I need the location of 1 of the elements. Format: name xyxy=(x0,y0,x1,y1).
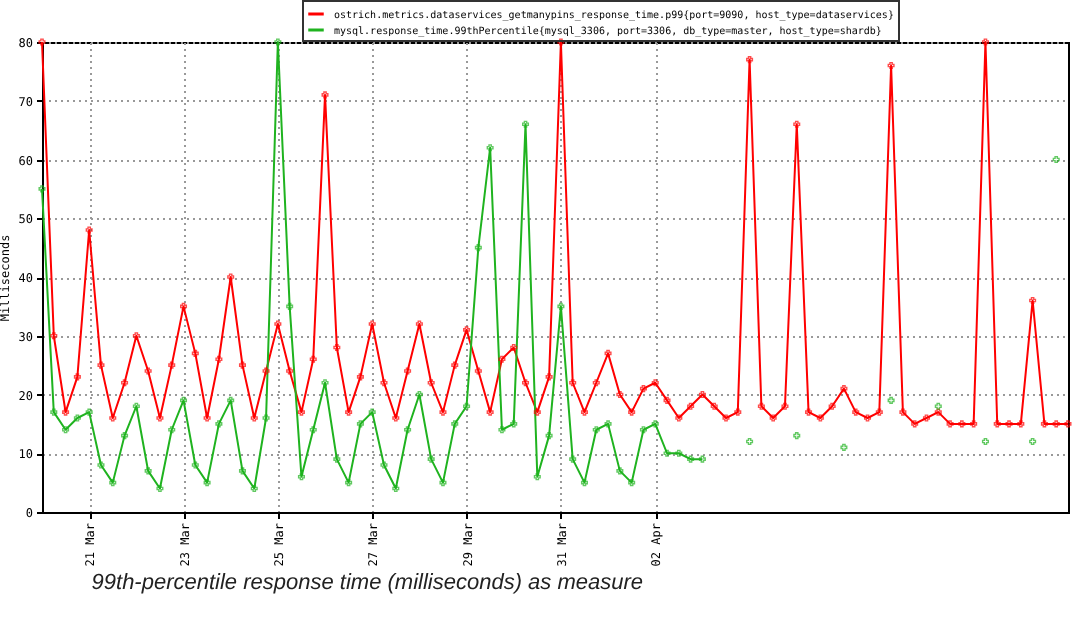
text: 99th-percentile response time (milliseconds) as measure xyxy=(91,571,644,596)
